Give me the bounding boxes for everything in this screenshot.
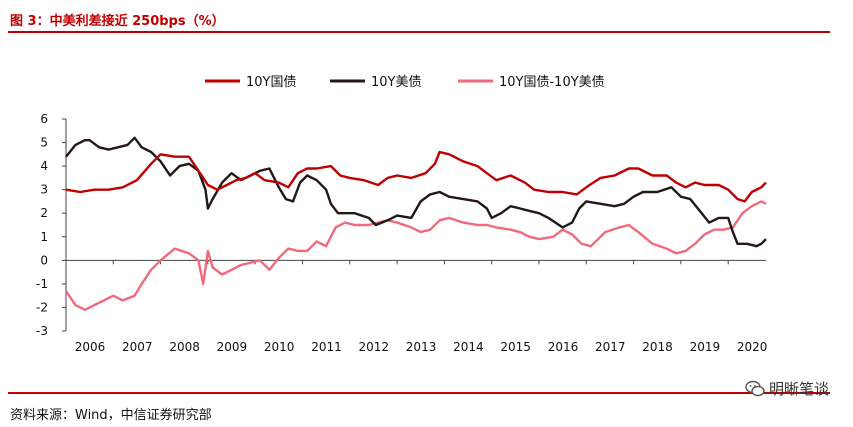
series-layer [66,138,766,310]
x-tick-label: 2019 [690,340,721,354]
x-tick-label: 2018 [642,340,673,354]
y-tick-label: -1 [36,277,48,291]
legend-label-1: 10Y美债 [371,75,421,90]
x-tick-label: 2020 [737,340,768,354]
series-line-0 [66,152,766,201]
x-tick-label: 2010 [264,340,295,354]
x-tick-label: 2013 [406,340,437,354]
y-tick-label: -2 [36,300,48,314]
x-tick-label: 2007 [122,340,153,354]
legend-label-2: 10Y国债-10Y美债 [499,75,605,90]
x-tick-label: 2017 [595,340,626,354]
y-tick-label: 4 [40,159,48,173]
watermark-text: 明晰笔谈 [769,378,829,399]
x-tick-label: 2008 [169,340,200,354]
y-tick-label: 3 [40,183,48,197]
y-tick-label: 1 [40,230,48,244]
y-tick-label: 2 [40,206,48,220]
line-chart: 6 5 4 3 2 1 0 -1 -2 -3 2006 2007 2008 2009 2010 2011 201… [0,0,853,392]
bottom-rule [8,392,830,394]
wechat-icon [745,379,765,399]
x-tick-label: 2016 [548,340,579,354]
x-tick-label: 2015 [500,340,531,354]
series-line-2 [66,201,766,309]
y-tick-label: 5 [40,136,48,150]
x-tick-label: 2011 [311,340,342,354]
chart-legend: 10Y国债 10Y美债 10Y国债-10Y美债 [205,75,605,90]
x-tick-label: 2012 [359,340,390,354]
y-tick-label: -3 [36,324,48,338]
legend-label-0: 10Y国债 [246,75,296,90]
watermark: 明晰笔谈 [745,378,829,399]
y-tick-label: 6 [40,112,48,126]
x-tick-label: 2014 [453,340,484,354]
x-tick-label: 2009 [217,340,248,354]
x-tick-label: 2006 [75,340,106,354]
source-note: 资料来源：Wind，中信证券研究部 [10,404,212,423]
y-tick-label: 0 [40,253,48,267]
